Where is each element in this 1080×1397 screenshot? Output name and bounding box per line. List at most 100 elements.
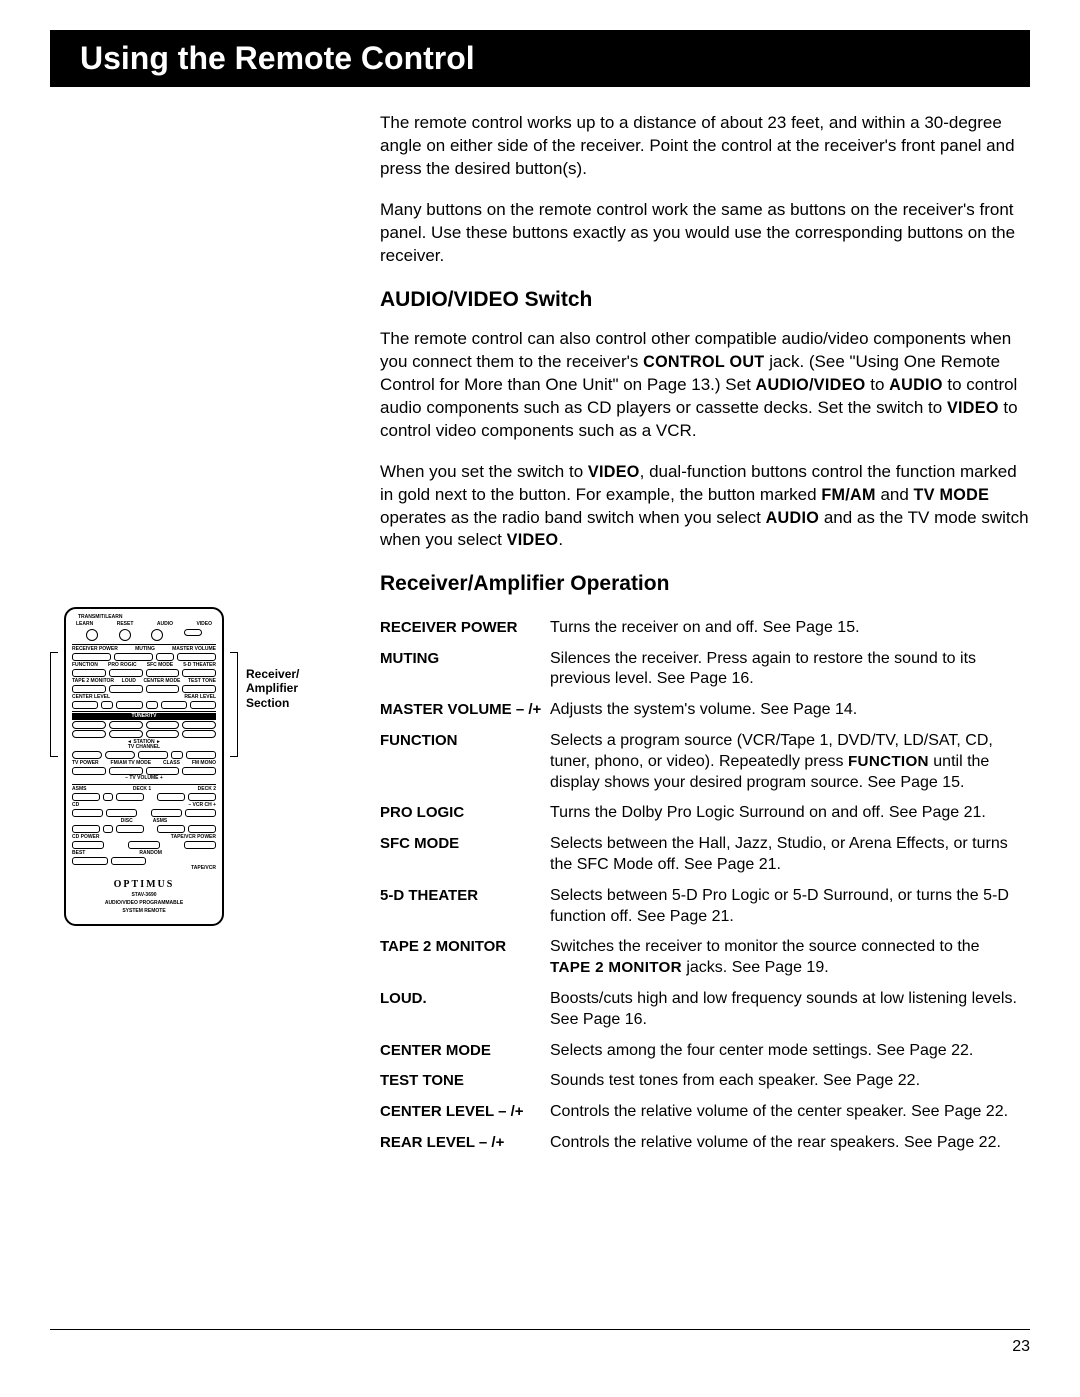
remote-button <box>128 841 160 849</box>
remote-button <box>109 685 143 693</box>
model-label: STAV-3690 <box>72 892 216 898</box>
remote-button <box>146 701 158 709</box>
indicator-led <box>119 629 131 641</box>
remote-button <box>190 701 216 709</box>
text-column: The remote control works up to a distanc… <box>380 112 1030 1159</box>
remote-button <box>151 809 182 817</box>
table-row: LOUD.Boosts/cuts high and low frequency … <box>380 984 1030 1036</box>
remote-button <box>177 653 216 661</box>
remote-button <box>188 793 216 801</box>
function-label: LOUD. <box>380 984 550 1036</box>
remote-button <box>186 751 216 759</box>
remote-button <box>114 653 153 661</box>
remote-button <box>72 701 98 709</box>
remote-button <box>109 669 143 677</box>
remote-button <box>109 767 143 775</box>
learn-label: LEARN <box>76 622 93 627</box>
random-label: RANDOM <box>139 851 162 856</box>
table-row: TAPE 2 MONITORSwitches the receiver to m… <box>380 932 1030 984</box>
remote-button <box>157 825 185 833</box>
page-title: Using the Remote Control <box>50 30 1030 87</box>
remote-button <box>101 701 113 709</box>
intro-p1: The remote control works up to a distanc… <box>380 112 1030 181</box>
remote-button <box>184 841 216 849</box>
sub2-label: SYSTEM REMOTE <box>72 908 216 914</box>
cd-power-label: CD POWER <box>72 835 100 840</box>
loud-label: LOUD <box>122 679 136 684</box>
remote-button <box>146 685 180 693</box>
table-row: RECEIVER POWERTurns the receiver on and … <box>380 613 1030 644</box>
test-tone-label: TEST TONE <box>188 679 216 684</box>
function-table: RECEIVER POWERTurns the receiver on and … <box>380 613 1030 1159</box>
remote-button <box>182 730 216 738</box>
remote-button <box>72 825 100 833</box>
asms-label2: ASMS <box>153 819 167 824</box>
vcr-ch-label: – VCR CH + <box>188 803 216 808</box>
remote-button <box>182 685 216 693</box>
receiver-power-label: RECEIVER POWER <box>72 647 118 652</box>
table-row: PRO LOGICTurns the Dolby Pro Logic Surro… <box>380 798 1030 829</box>
ra-heading: Receiver/Amplifier Operation <box>380 570 1030 598</box>
master-volume-label: MASTER VOLUME <box>172 647 216 652</box>
remote-button <box>105 751 135 759</box>
remote-button <box>161 701 187 709</box>
function-label: FUNCTION <box>72 663 98 668</box>
remote-button <box>182 721 216 729</box>
remote-button <box>116 793 144 801</box>
remote-button <box>72 669 106 677</box>
table-row: MASTER VOLUME – /+Adjusts the system's v… <box>380 695 1030 726</box>
table-row: 5-D THEATERSelects between 5-D Pro Logic… <box>380 881 1030 933</box>
function-desc: Switches the receiver to monitor the sou… <box>550 932 1030 984</box>
function-desc: Selects between 5-D Pro Logic or 5-D Sur… <box>550 881 1030 933</box>
remote-control-figure: TRANSMIT/LEARN LEARN RESET AUDIO VIDEO R… <box>64 607 224 926</box>
cd-label: CD <box>72 803 79 808</box>
audio-label: AUDIO <box>157 622 173 627</box>
function-desc: Silences the receiver. Press again to re… <box>550 644 1030 696</box>
function-label: TEST TONE <box>380 1066 550 1097</box>
function-desc: Boosts/cuts high and low frequency sound… <box>550 984 1030 1036</box>
function-label: PRO LOGIC <box>380 798 550 829</box>
fm-mono-label: FM MONO <box>192 761 216 766</box>
content-area: TRANSMIT/LEARN LEARN RESET AUDIO VIDEO R… <box>50 112 1030 1159</box>
function-desc: Turns the Dolby Pro Logic Surround on an… <box>550 798 1030 829</box>
remote-button <box>116 701 142 709</box>
remote-button <box>72 841 104 849</box>
muting-label: MUTING <box>135 647 155 652</box>
function-label: RECEIVER POWER <box>380 613 550 644</box>
function-desc: Selects a program source (VCR/Tape 1, DV… <box>550 726 1030 798</box>
remote-button <box>72 809 103 817</box>
figure-column: TRANSMIT/LEARN LEARN RESET AUDIO VIDEO R… <box>50 112 350 1159</box>
bracket-left <box>50 652 58 757</box>
function-desc: Selects between the Hall, Jazz, Studio, … <box>550 829 1030 881</box>
remote-button <box>103 793 113 801</box>
center-level-label: CENTER LEVEL <box>72 695 110 700</box>
remote-button <box>188 825 216 833</box>
table-row: REAR LEVEL – /+Controls the relative vol… <box>380 1128 1030 1159</box>
reset-label: RESET <box>117 622 134 627</box>
theater-label: 5-D THEATER <box>183 663 216 668</box>
remote-button <box>146 721 180 729</box>
remote-button <box>72 751 102 759</box>
tape-vcr-label: TAPE/VCR <box>72 866 216 871</box>
remote-button <box>116 825 144 833</box>
table-row: FUNCTIONSelects a program source (VCR/Ta… <box>380 726 1030 798</box>
rear-level-label: REAR LEVEL <box>184 695 216 700</box>
function-desc: Sounds test tones from each speaker. See… <box>550 1066 1030 1097</box>
tv-channel-label: TV CHANNEL <box>72 745 216 750</box>
av-p1: The remote control can also control othe… <box>380 328 1030 443</box>
function-desc: Controls the relative volume of the rear… <box>550 1128 1030 1159</box>
page-number: 23 <box>1012 1338 1030 1355</box>
remote-button <box>156 653 174 661</box>
remote-button <box>146 767 180 775</box>
fm-am-label: FM/AM TV MODE <box>111 761 152 766</box>
remote-button <box>185 809 216 817</box>
function-desc: Turns the receiver on and off. See Page … <box>550 613 1030 644</box>
remote-button <box>103 825 113 833</box>
remote-button <box>109 721 143 729</box>
figure-side-label: Receiver/ Amplifier Section <box>246 667 299 710</box>
indicator-led <box>151 629 163 641</box>
remote-button <box>72 730 106 738</box>
asms-label: ASMS <box>72 787 86 792</box>
remote-button <box>182 767 216 775</box>
av-p2: When you set the switch to VIDEO, dual-f… <box>380 461 1030 553</box>
